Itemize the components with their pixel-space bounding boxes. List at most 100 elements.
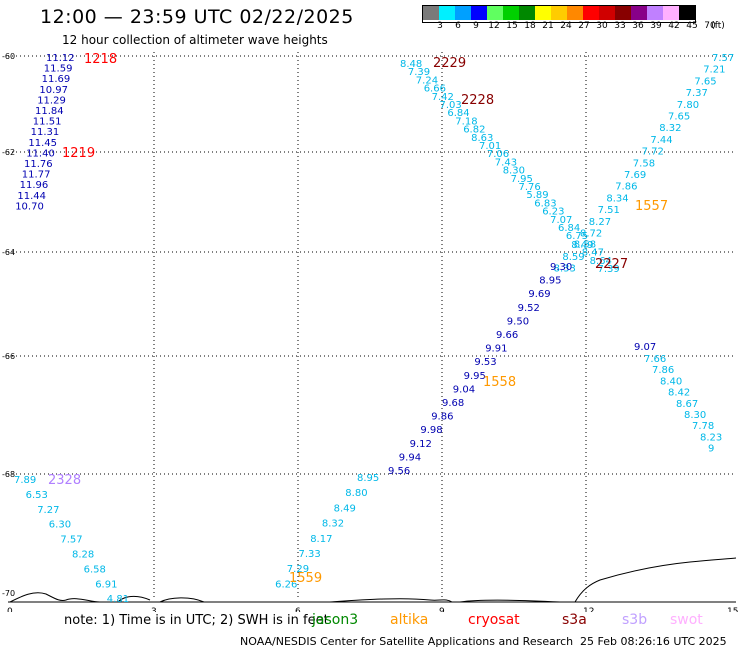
wave-height-value: 7.72 (642, 147, 664, 158)
wave-height-value: 9.52 (518, 303, 540, 314)
wave-height-value: 7.24 (416, 75, 438, 86)
wave-height-value: 7.78 (692, 421, 714, 432)
wave-height-value: 7.03 (440, 100, 462, 111)
wave-height-value: 11.77 (22, 170, 51, 181)
wave-height-value: 7.51 (598, 205, 620, 216)
legend-label: 9 (473, 21, 479, 31)
y-tick-label: -62 (2, 148, 15, 157)
wave-height-value: 8.48 (400, 59, 422, 70)
legend-swatch (503, 6, 519, 20)
satellite-legend-item: altika (390, 612, 429, 628)
wave-height-value: 8.72 (580, 229, 602, 240)
wave-height-value: 8.32 (322, 519, 344, 530)
wave-height-value: 7.57 (712, 53, 734, 64)
legend-swatch (519, 6, 535, 20)
x-tick-label: 12 (583, 607, 594, 612)
wave-height-value: 6.75 (566, 231, 588, 242)
wave-height-value: 11.31 (31, 127, 60, 138)
legend-label: 70 (704, 21, 716, 31)
wave-height-value: 6.30 (49, 520, 71, 531)
wave-height-value: 7.76 (519, 182, 541, 193)
wave-height-value: 7.80 (677, 100, 699, 111)
wave-height-value: 6.58 (84, 564, 106, 575)
wave-height-value: 11.45 (28, 138, 57, 149)
wave-height-value: 11.69 (42, 74, 71, 85)
wave-height-value: 9.91 (485, 344, 507, 355)
wave-height-value: 8.95 (539, 276, 561, 287)
wave-height-value: 7.89 (14, 475, 36, 486)
wave-height-value: 6.91 (95, 579, 117, 590)
wave-height-value: 10.97 (39, 85, 68, 96)
coastline (9, 557, 737, 603)
legend-swatch (599, 6, 615, 20)
wave-height-value: 6.83 (534, 198, 556, 209)
pass-time-label: 1559 (289, 571, 322, 586)
wave-height-value: 7.57 (60, 535, 82, 546)
wave-height-value: 9.07 (634, 342, 656, 353)
legend-label: 27 (578, 21, 590, 31)
legend-swatch (439, 6, 455, 20)
wave-height-value: 7.01 (479, 141, 501, 152)
wave-height-value: 9.50 (507, 316, 529, 327)
credit-line: NOAA/NESDIS Center for Satellite Applica… (240, 635, 574, 648)
wave-height-value: 4.81 (107, 594, 129, 605)
wave-height-value: 7.29 (287, 564, 309, 575)
pass-time-label: 2229 (433, 56, 466, 71)
wave-height-value: 9.53 (474, 357, 496, 368)
legend-label: 30 (596, 21, 608, 31)
wave-height-value: 8.49 (571, 240, 593, 251)
wave-height-value: 7.65 (668, 112, 690, 123)
wave-height-value: 9.86 (431, 412, 453, 423)
wave-height-value: 8.67 (676, 399, 698, 410)
x-tick-label: 9 (439, 607, 445, 612)
legend-swatch (455, 6, 471, 20)
wave-height-value: 9.56 (388, 466, 410, 477)
wave-height-value: 8.63 (471, 133, 493, 144)
wave-height-value: 9.30 (550, 262, 572, 273)
wave-height-value: 6.82 (463, 125, 485, 136)
wave-height-value: 7.39 (408, 67, 430, 78)
wave-height-value: 11.29 (37, 95, 66, 106)
wave-height-value: 8.34 (606, 193, 628, 204)
wave-height-value: 9.98 (420, 425, 442, 436)
legend-swatch (471, 6, 487, 20)
legend-label: 12 (488, 21, 500, 31)
wave-height-value: 7.58 (633, 158, 655, 169)
legend-swatch (583, 6, 599, 20)
legend-label: 36 (632, 21, 644, 31)
wave-height-value: 7.18 (455, 116, 477, 127)
wave-height-value: 11.44 (17, 191, 46, 202)
legend-label: 18 (524, 21, 536, 31)
wave-height-color-legend (422, 5, 696, 23)
satellite-legend-item: swot (670, 612, 703, 628)
wave-height-value: 7.21 (703, 65, 725, 76)
legend-swatch (535, 6, 551, 20)
generated-timestamp: 25 Feb 08:26:16 UTC 2025 (580, 635, 727, 648)
wave-height-value: 7.27 (37, 505, 59, 516)
legend-swatch (647, 6, 663, 20)
wave-height-value: 7.39 (598, 264, 620, 275)
legend-unit: (ft) (711, 21, 725, 31)
wave-height-value: 11.96 (20, 180, 49, 191)
coastline-right (574, 557, 737, 603)
wave-height-value: 7.86 (652, 365, 674, 376)
legend-label: 24 (560, 21, 572, 31)
chart-subtitle: 12 hour collection of altimeter wave hei… (62, 33, 328, 47)
wave-height-value: 11.12 (46, 53, 75, 64)
wave-height-value: 7.43 (495, 157, 517, 168)
legend-swatch (679, 6, 695, 20)
wave-height-value: 8.23 (700, 432, 722, 443)
units-note: note: 1) Time is in UTC; 2) SWH is in fe… (64, 613, 329, 628)
legend-swatch (487, 6, 503, 20)
wave-height-value: 7.95 (511, 174, 533, 185)
wave-height-value: 8.47 (582, 248, 604, 259)
legend-label: 3 (437, 21, 443, 31)
satellite-tracks: 11.1211.5911.6910.9711.2911.8411.5111.31… (14, 53, 734, 605)
wave-height-value: 7.33 (299, 549, 321, 560)
satellite-legend-item: jason3 (312, 612, 359, 628)
wave-height-value: 7.44 (650, 135, 672, 146)
legend-label: 45 (686, 21, 698, 31)
wave-height-value: 9.68 (442, 398, 464, 409)
coastline-middle (329, 598, 561, 603)
wave-height-value: 9.69 (528, 289, 550, 300)
